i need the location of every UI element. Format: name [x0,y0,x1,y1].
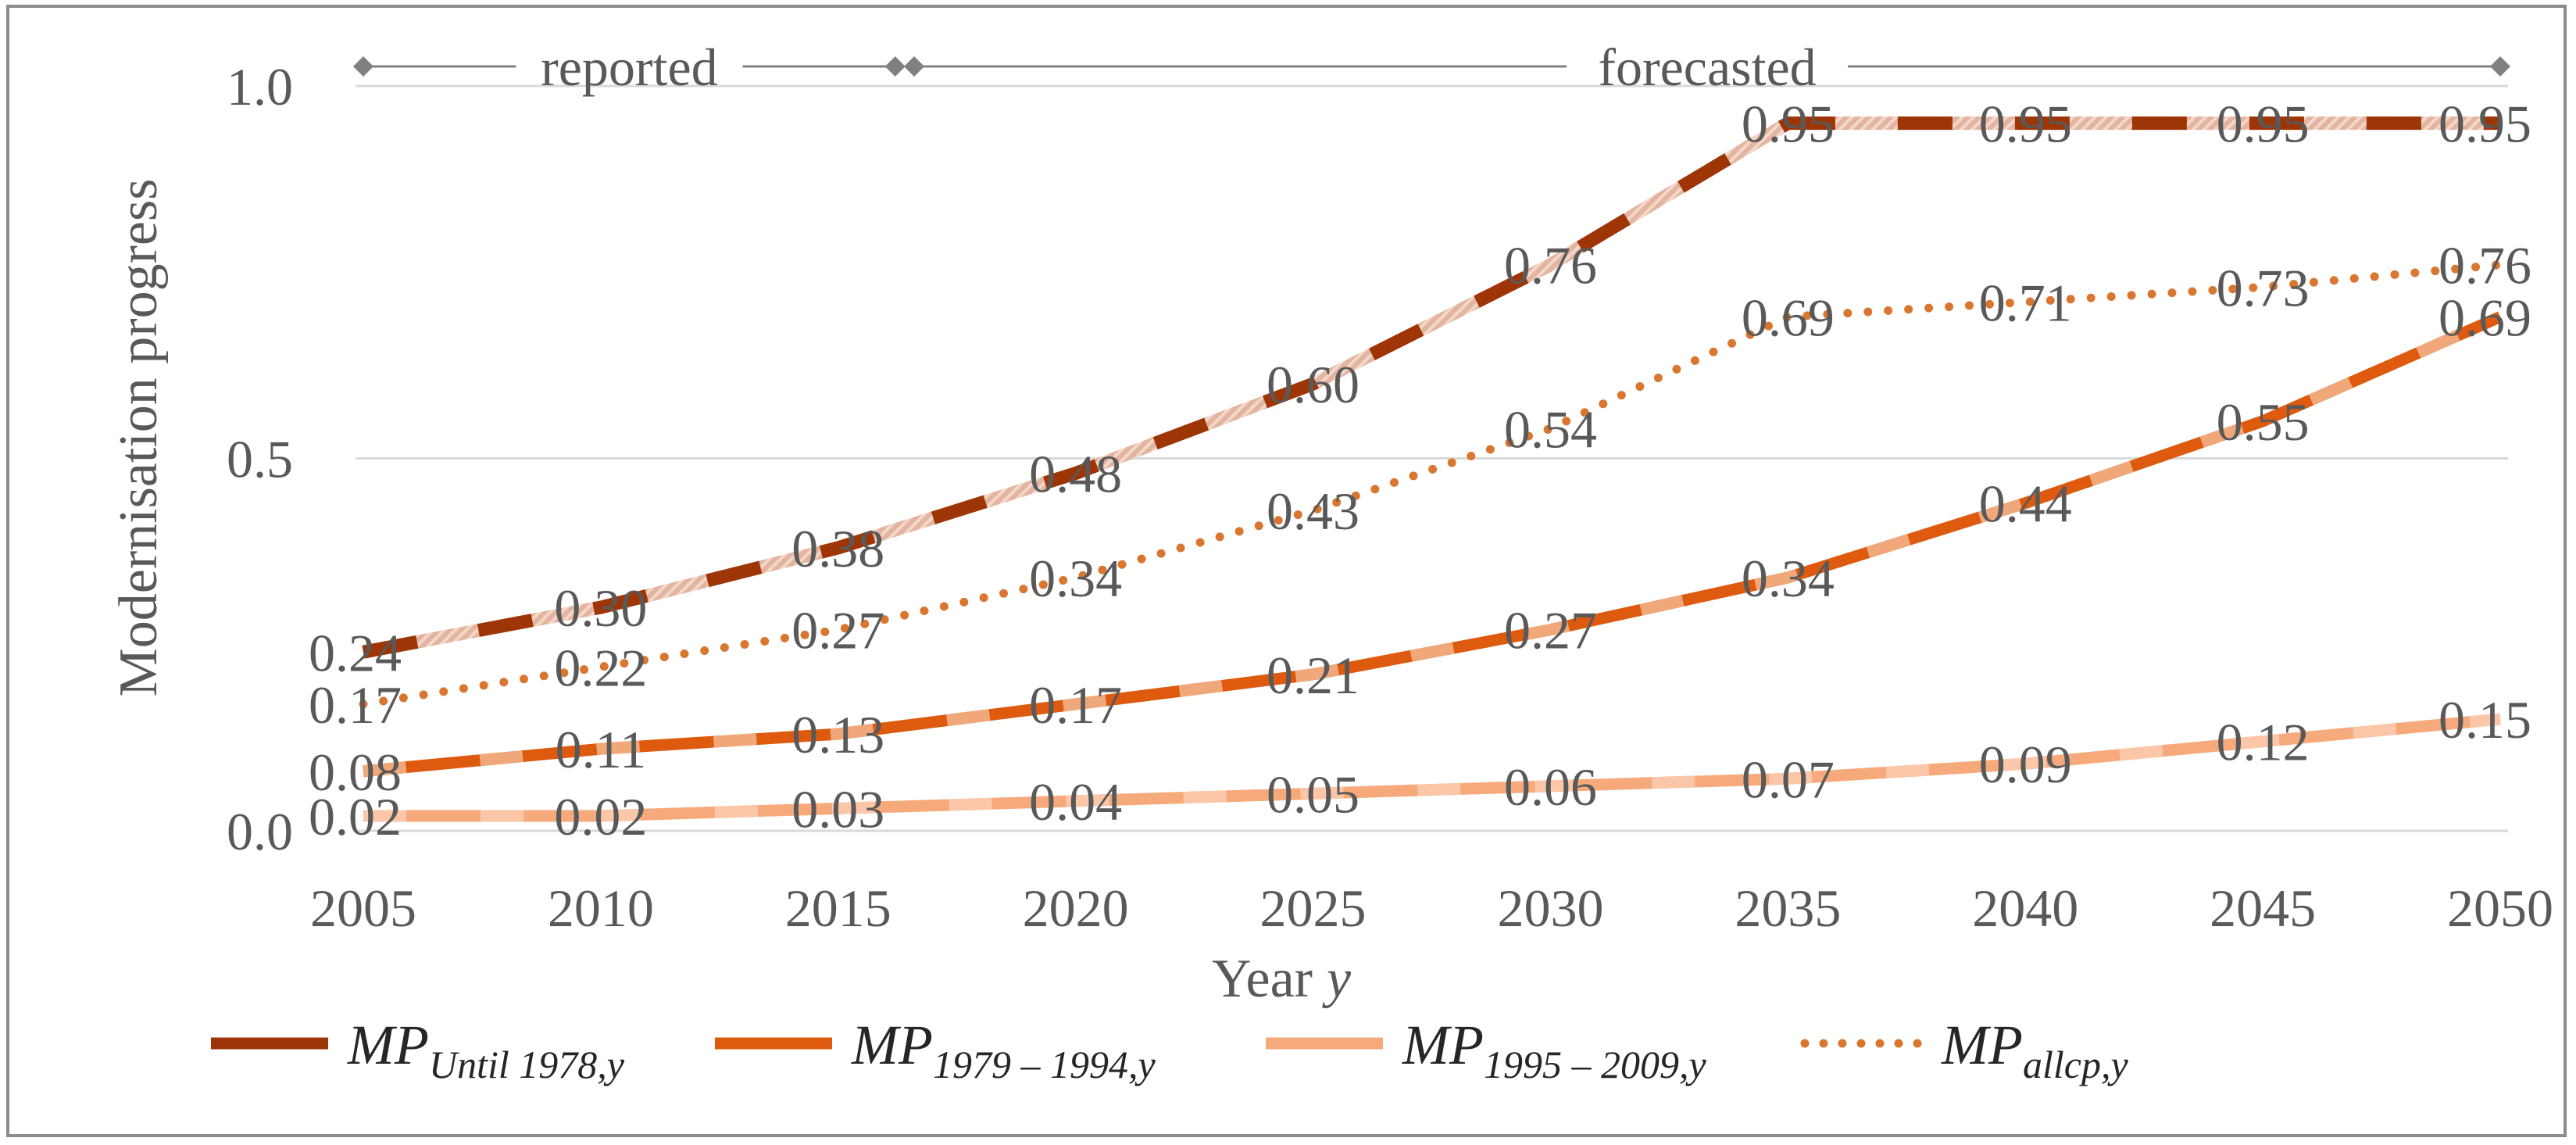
data-label: 0.95 [2217,95,2310,154]
x-tick-label: 2045 [2210,878,2316,938]
data-label: 0.95 [1979,95,2072,154]
series-line [359,260,2505,709]
data-label: 0.08 [309,742,402,802]
legend-label: MP1995 – 2009,y [1402,1014,1706,1086]
y-tick-label: 0.0 [227,802,293,861]
data-label: 0.73 [2217,258,2310,317]
y-axis-title: Modernisation progress [109,179,169,697]
data-label: 0.27 [791,601,884,660]
data-label: 0.11 [556,720,646,779]
x-tick-label: 2030 [1497,878,1603,938]
data-label: 0.43 [1267,481,1359,541]
legend-label-main: MP [851,1014,933,1076]
data-label: 0.12 [2217,713,2310,772]
x-axis-title-text: Year [1212,949,1313,1009]
data-label: 0.06 [1504,757,1597,817]
legend-label: MP1979 – 1994,y [851,1014,1156,1086]
data-label: 0.07 [1742,750,1835,809]
legend-label-sub: allcp,y [2023,1043,2128,1086]
x-axis-title-var: y [1322,949,1352,1009]
data-label: 0.27 [1504,601,1597,660]
data-label: 0.02 [309,787,402,846]
data-label: 0.95 [2438,95,2531,154]
x-axis-ticks: 2005 2010 2015 2020 2025 2030 2035 2040 2045 2050 [310,878,2553,938]
legend-label-main: MP [347,1014,429,1076]
x-tick-label: 2010 [548,878,654,938]
data-label: 0.03 [791,779,884,839]
data-label: 0.04 [1029,772,1122,832]
data-label: 0.30 [554,578,647,638]
data-label: 0.13 [791,705,884,764]
y-tick-label: 1.0 [227,57,293,116]
y-axis-ticks: 0.0 0.5 1.0 [227,57,293,861]
data-label: 0.24 [309,623,402,682]
x-tick-label: 2050 [2447,878,2553,938]
phase-label: forecasted [1598,38,1816,97]
data-label: 0.69 [1742,288,1835,347]
legend-label-main: MP [1941,1014,2023,1076]
legend: MPUntil 1978,y MP1979 – 1994,y MP1995 – 20… [211,1014,2128,1086]
data-label: 0.76 [1504,236,1597,295]
series-line-highlight [363,713,2501,822]
x-tick-label: 2020 [1023,878,1129,938]
x-tick-label: 2035 [1735,878,1841,938]
data-label: 0.21 [1267,646,1359,705]
data-label: 0.09 [1979,735,2072,794]
series-line-highlight [363,311,2503,778]
legend-label-sub: 1995 – 2009,y [1484,1043,1707,1086]
x-tick-label: 2040 [1972,878,2078,938]
phase-marker [904,56,925,77]
phase-marker [2490,56,2510,77]
data-label: 0.55 [2217,392,2310,452]
data-label: 0.44 [1979,474,2072,534]
data-label: 0.17 [309,675,402,735]
data-label: 0.22 [554,638,647,697]
legend-label-sub: Until 1978,y [429,1043,625,1086]
x-axis-title: Year y [1212,949,1352,1009]
chart-frame [6,5,2567,1137]
series-line [362,116,2500,659]
series-line [363,713,2501,822]
legend-label: MPUntil 1978,y [347,1014,625,1086]
phase-marker [884,56,906,77]
data-label: 0.34 [1742,549,1835,608]
x-tick-label: 2015 [785,878,891,938]
data-label: 0.71 [1979,273,2072,332]
data-label: 0.34 [1029,549,1122,608]
legend-label: MPallcp,y [1941,1014,2128,1086]
data-label: 0.60 [1267,355,1359,414]
series-line [363,311,2503,778]
y-tick-label: 0.5 [227,430,293,489]
legend-label-sub: 1979 – 1994,y [933,1043,1156,1086]
x-tick-label: 2005 [310,878,416,938]
data-label: 0.38 [791,519,884,578]
x-tick-label: 2025 [1260,878,1367,938]
data-label: 0.54 [1504,399,1597,459]
data-labels: 0.24 0.30 0.38 0.48 0.60 0.76 0.95 0.95 0.95 0.95… [309,95,2531,846]
data-label: 0.17 [1029,675,1122,735]
legend-label-main: MP [1402,1014,1484,1076]
data-label: 0.69 [2438,288,2531,347]
series-lines [359,116,2505,822]
data-label: 0.15 [2438,690,2531,750]
phase-annotations: reported forecasted [353,38,2510,97]
phase-label: reported [541,38,718,97]
data-label: 0.02 [554,787,647,846]
data-label: 0.05 [1267,764,1359,824]
phase-marker [353,56,373,77]
data-label: 0.48 [1029,445,1122,504]
data-label: 0.76 [2438,236,2531,295]
data-label: 0.95 [1742,95,1835,154]
series-line-base [362,116,2500,659]
gridlines [355,84,2508,832]
